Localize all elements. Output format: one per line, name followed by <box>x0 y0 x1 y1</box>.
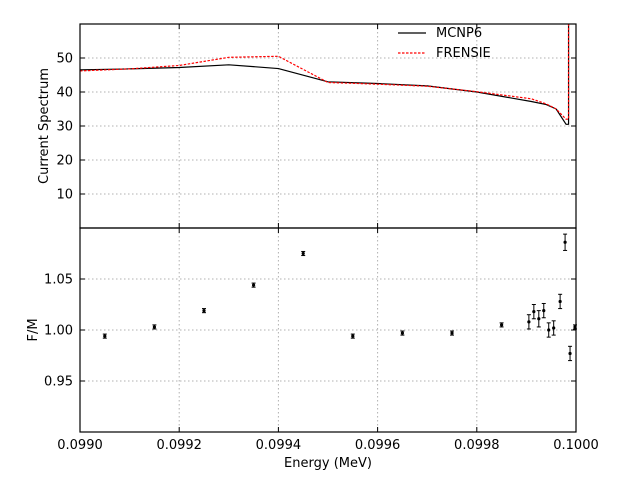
data-point <box>526 314 531 330</box>
data-point <box>102 333 107 339</box>
data-point <box>301 250 306 257</box>
top-grid <box>79 24 577 228</box>
series-line-mcnp6 <box>80 24 570 125</box>
legend-label-frensie: FRENSIE <box>436 46 491 61</box>
bottom-grid <box>79 228 577 432</box>
top-y-tick-label: 30 <box>56 120 73 135</box>
point-marker <box>552 326 556 330</box>
point-marker <box>532 310 536 314</box>
top-panel: 10 20 30 40 50 Current Spectrum MCNP6 FRENSI… <box>37 23 577 229</box>
x-tick-label: 0.0994 <box>256 438 302 453</box>
point-marker <box>547 328 551 332</box>
top-y-tick-label: 50 <box>56 52 73 67</box>
x-tick-label: 0.0998 <box>454 438 500 453</box>
point-marker <box>450 331 454 335</box>
data-point <box>152 324 157 330</box>
point-marker <box>400 331 404 335</box>
data-point <box>499 322 504 328</box>
bottom-y-tick-label: 1.00 <box>44 324 73 339</box>
bottom-y-axis-label: F/M <box>26 318 41 341</box>
x-tick-label: 0.1000 <box>553 438 599 453</box>
point-marker <box>500 323 504 327</box>
top-y-tick-label: 10 <box>56 188 73 203</box>
data-point <box>202 308 206 314</box>
bottom-panel-frame <box>79 227 577 433</box>
bottom-points <box>102 233 578 362</box>
point-marker <box>558 299 562 304</box>
data-point <box>541 302 546 319</box>
point-marker <box>563 240 567 244</box>
data-point <box>350 333 355 339</box>
bottom-panel: 0.0990 0.0992 0.0994 0.0996 0.0998 0.1000 0.95… <box>26 227 599 471</box>
point-marker <box>542 309 546 313</box>
data-point <box>450 330 454 336</box>
top-y-axis-label: Current Spectrum <box>37 68 52 184</box>
data-point <box>558 293 563 310</box>
bottom-y-tick-label: 1.05 <box>44 273 73 288</box>
point-marker <box>527 320 531 324</box>
top-y-tick-label: 20 <box>56 154 73 169</box>
legend-label-mcnp6: MCNP6 <box>436 26 482 41</box>
point-marker <box>568 351 572 356</box>
data-point <box>551 320 556 336</box>
x-tick-label: 0.0990 <box>57 438 103 453</box>
data-point <box>546 322 551 338</box>
x-tick-label: 0.0996 <box>355 438 401 453</box>
bottom-y-tick-label: 0.95 <box>44 375 73 390</box>
x-tick-label: 0.0992 <box>156 438 202 453</box>
data-point <box>251 282 256 288</box>
data-point <box>531 304 536 320</box>
data-point <box>563 233 568 251</box>
point-marker <box>351 334 355 338</box>
point-marker <box>202 309 206 313</box>
point-marker <box>103 334 107 338</box>
top-series <box>80 24 570 125</box>
top-ticks: 10 20 30 40 50 <box>56 24 577 228</box>
data-point <box>568 345 573 362</box>
point-marker <box>252 283 256 287</box>
point-marker <box>301 251 305 256</box>
legend: MCNP6 FRENSIE <box>398 26 491 61</box>
series-line-frensie <box>80 24 570 120</box>
data-point <box>400 330 405 336</box>
data-point <box>536 310 541 328</box>
x-axis-label: Energy (MeV) <box>284 456 372 471</box>
bottom-ticks: 0.0990 0.0992 0.0994 0.0996 0.0998 0.1000 0.95… <box>44 228 599 453</box>
top-y-tick-label: 40 <box>56 86 73 101</box>
point-marker <box>152 325 156 329</box>
point-marker <box>537 317 541 321</box>
